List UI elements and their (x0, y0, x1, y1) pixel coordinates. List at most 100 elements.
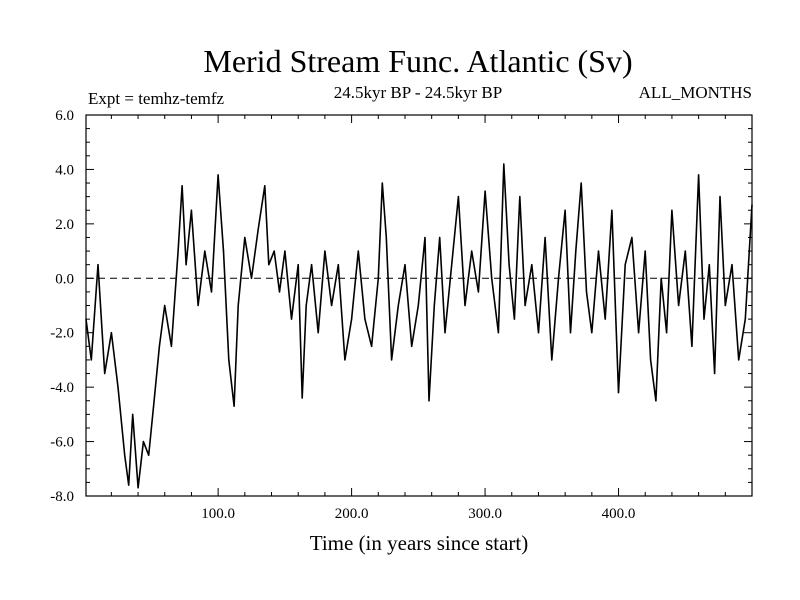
data-point (575, 250, 577, 252)
data-point (624, 264, 626, 266)
data-point (551, 359, 553, 361)
data-point (290, 318, 293, 320)
x-tick-label: 200.0 (335, 506, 369, 522)
data-point (491, 277, 493, 279)
data-point (170, 345, 173, 347)
data-point (244, 236, 246, 239)
data-point (90, 359, 92, 361)
data-point (738, 359, 740, 361)
data-point (324, 250, 326, 252)
y-tick-label: 4.0 (55, 162, 74, 178)
x-axis-label: Time (in years since start) (310, 531, 529, 555)
data-point (330, 304, 333, 307)
data-point (637, 332, 640, 334)
data-point (524, 304, 526, 307)
y-tick-label: -6.0 (50, 435, 74, 451)
data-point (305, 304, 307, 307)
data-point (364, 318, 366, 320)
data-point (503, 163, 505, 165)
data-point (381, 182, 383, 184)
data-point (433, 304, 435, 307)
data-point (124, 454, 126, 456)
data-point (158, 345, 161, 347)
data-point (301, 397, 303, 399)
data-point (585, 291, 588, 293)
data-point (698, 174, 700, 176)
y-axis: 6.0 4.0 2.0 0.0 -2.0 -4.0 -6.0 -8.0 (50, 108, 752, 505)
data-point (137, 487, 139, 489)
data-point (424, 236, 426, 239)
data-point (153, 400, 155, 402)
data-point (164, 304, 166, 307)
data-point (177, 250, 179, 252)
x-axis: 100.0 200.0 300.0 400.0 (110, 115, 726, 522)
data-point (703, 318, 705, 320)
x-tick-label: 400.0 (602, 506, 636, 522)
data-point (557, 277, 560, 279)
months-label: ALL_MONTHS (639, 83, 752, 102)
data-point (684, 250, 686, 252)
data-point (404, 264, 406, 266)
data-point (110, 332, 112, 334)
data-point (85, 318, 87, 320)
data-point (377, 277, 379, 279)
data-point (350, 318, 353, 320)
data-point (671, 209, 673, 211)
data-point (217, 174, 219, 176)
data-point (428, 400, 430, 402)
data-point (660, 277, 662, 279)
data-point (644, 250, 646, 252)
data-point (544, 236, 546, 239)
data-point (397, 304, 399, 307)
data-point (714, 372, 716, 375)
data-point (417, 304, 419, 307)
data-point (132, 413, 134, 415)
data-point (317, 332, 319, 334)
data-point (284, 250, 286, 252)
data-point (691, 345, 693, 347)
data-point (181, 185, 183, 187)
data-point (233, 405, 235, 407)
data-point (444, 332, 446, 334)
data-point (537, 332, 540, 334)
data-point (337, 264, 339, 266)
data-point (751, 204, 753, 206)
data-point (731, 264, 733, 266)
data-point (228, 359, 230, 361)
data-point (655, 400, 657, 402)
series-line (85, 163, 753, 489)
data-point (210, 291, 213, 293)
chart-subtitle: 24.5kyr BP - 24.5kyr BP (334, 83, 502, 102)
data-point (708, 264, 710, 266)
data-point (519, 196, 521, 198)
data-point (257, 228, 259, 230)
data-point (497, 332, 500, 334)
data-point (391, 359, 393, 361)
y-tick-label: -8.0 (50, 489, 74, 505)
data-point (604, 318, 606, 320)
experiment-label: Expt = temhz-temfz (88, 89, 225, 108)
data-point (264, 185, 266, 187)
series-layer (85, 163, 753, 489)
data-point (665, 332, 668, 334)
data-point (744, 318, 746, 320)
data-point (513, 318, 516, 320)
data-point (569, 332, 572, 334)
y-tick-label: -2.0 (50, 326, 74, 342)
data-point (531, 264, 533, 266)
data-point (457, 196, 459, 198)
data-point (148, 454, 150, 456)
data-point (677, 304, 680, 307)
data-point (117, 386, 119, 388)
data-point (278, 291, 281, 293)
data-point (477, 291, 479, 293)
data-point (237, 304, 239, 307)
data-point (104, 372, 106, 375)
data-point (310, 264, 313, 266)
data-point (344, 359, 346, 361)
x-tick-label: 100.0 (201, 506, 235, 522)
data-point (385, 236, 387, 239)
y-tick-label: 6.0 (55, 108, 74, 124)
data-point (649, 359, 652, 361)
